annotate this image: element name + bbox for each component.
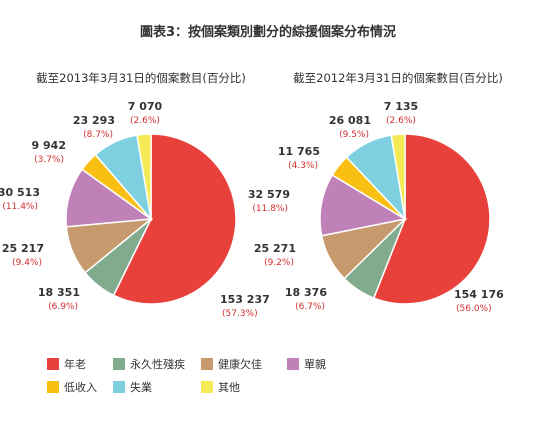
value-label-2013-disability: 18 351 xyxy=(38,286,80,299)
percent-label-2013-others: (2.6%) xyxy=(130,116,160,126)
percent-label-2012-elderly: (56.0%) xyxy=(456,304,492,314)
value-label-2012-elderly: 154 176 xyxy=(454,288,504,301)
legend-swatch-ill-health xyxy=(201,358,213,370)
percent-label-2013-ill-health: (9.4%) xyxy=(12,258,42,268)
slice-2012-others xyxy=(390,133,406,220)
legend-label-unemployment: 失業 xyxy=(130,381,152,394)
pie-2012 xyxy=(319,133,491,305)
percent-label-2013-unemployment: (8.7%) xyxy=(83,130,113,140)
legend-label-elderly: 年老 xyxy=(64,357,86,371)
percent-label-2013-low-earnings: (3.7%) xyxy=(34,155,64,165)
slice-2012-elderly xyxy=(372,133,491,305)
chart-title: 圖表3：按個案類別劃分的綜援個案分布情況 xyxy=(140,24,396,40)
percent-label-2013-elderly: (57.3%) xyxy=(222,309,258,319)
value-label-2013-elderly: 153 237 xyxy=(220,293,270,306)
value-label-2013-low-earnings: 9 942 xyxy=(32,139,66,152)
data-labels: 153 237 (57.3%) 18 351 (6.9%) 25 217 (9.4%) 30… xyxy=(0,100,504,319)
legend-swatch-low-earnings xyxy=(47,381,59,393)
pie-2013 xyxy=(65,133,237,305)
value-label-2012-low-earnings: 11 765 xyxy=(278,145,320,158)
legend-label-low-earnings: 低收入 xyxy=(64,380,97,394)
value-label-2013-others: 7 070 xyxy=(128,100,163,113)
slice-2012-single-parent xyxy=(319,173,408,237)
percent-label-2012-disability: (6.7%) xyxy=(295,302,325,312)
value-label-2012-single-parent: 32 579 xyxy=(248,188,290,201)
percent-label-2012-single-parent: (11.8%) xyxy=(252,204,288,214)
legend-swatch-elderly xyxy=(47,358,59,370)
legend-swatch-disability xyxy=(113,358,125,370)
legend-swatch-unemployment xyxy=(113,381,125,393)
percent-label-2013-disability: (6.9%) xyxy=(48,302,78,312)
legend-swatch-others xyxy=(201,381,213,393)
legend-label-single-parent: 單親 xyxy=(304,358,326,371)
pie-title-2013: 截至2013年3月31日的個案數目(百分比) xyxy=(36,71,246,85)
percent-label-2012-low-earnings: (4.3%) xyxy=(288,161,318,171)
value-label-2013-single-parent: 30 513 xyxy=(0,186,40,199)
legend-label-others: 其他 xyxy=(218,381,240,394)
value-label-2013-ill-health: 25 217 xyxy=(2,242,44,255)
value-label-2012-others: 7 135 xyxy=(384,100,418,113)
percent-label-2012-ill-health: (9.2%) xyxy=(264,258,294,268)
value-label-2012-ill-health: 25 271 xyxy=(254,242,296,255)
value-label-2012-unemployment: 26 081 xyxy=(329,114,371,127)
legend-label-disability: 永久性殘疾 xyxy=(130,357,185,371)
percent-label-2012-others: (2.6%) xyxy=(386,116,416,126)
percent-label-2012-unemployment: (9.5%) xyxy=(339,130,369,140)
slice-2013-others xyxy=(136,133,152,220)
pie-title-2012: 截至2012年3月31日的個案數目(百分比) xyxy=(293,71,503,85)
percent-label-2013-single-parent: (11.4%) xyxy=(2,202,38,212)
slice-2013-elderly xyxy=(112,133,237,305)
legend-label-ill-health: 健康欠佳 xyxy=(218,357,262,371)
legend-swatch-single-parent xyxy=(287,358,299,370)
value-label-2013-unemployment: 23 293 xyxy=(73,114,115,127)
value-label-2012-disability: 18 376 xyxy=(285,286,327,299)
